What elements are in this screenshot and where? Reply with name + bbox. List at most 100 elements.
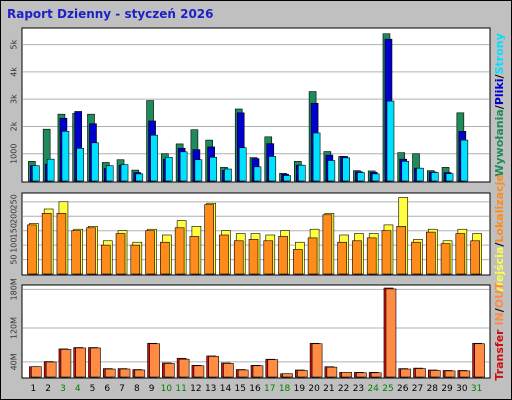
visits-tick-label: 50 xyxy=(10,254,19,264)
hits-tick-label: 4k xyxy=(10,67,19,77)
legend-part: / xyxy=(493,73,506,78)
day-label: 16 xyxy=(249,384,261,394)
visits-bar-lokalizacje xyxy=(233,240,244,275)
transfer-bar-out xyxy=(31,366,42,378)
visits-bar-lokalizacje xyxy=(396,226,407,275)
transfer-bar-out xyxy=(297,370,308,378)
hits-bar-strony xyxy=(209,156,217,182)
day-label: 7 xyxy=(119,384,125,394)
visits-bar-lokalizacje xyxy=(352,240,362,275)
visits-bar-lokalizacje xyxy=(470,240,480,275)
transfer-bar-out xyxy=(370,372,382,378)
visits-bar-lokalizacje xyxy=(130,244,141,275)
day-label: 9 xyxy=(149,384,155,394)
legend-part: Wejścia xyxy=(493,247,506,294)
transfer-bar-out xyxy=(223,363,234,378)
day-label: 24 xyxy=(367,384,379,394)
transfer-bar-out xyxy=(400,368,412,378)
transfer-bar-out xyxy=(119,368,131,378)
transfer-bar-out xyxy=(45,361,57,378)
visits-bar-lokalizacje xyxy=(425,231,436,275)
visits-bar-lokalizacje xyxy=(86,227,96,275)
transfer-bar-out xyxy=(474,343,485,378)
day-label: 10 xyxy=(161,384,173,394)
transfer-tick-label: 180M xyxy=(10,278,19,300)
transfer-bar-out xyxy=(193,365,205,378)
visits-tick-label: 200 xyxy=(10,209,19,224)
transfer-bar-out xyxy=(178,358,190,378)
visits-bar-lokalizacje xyxy=(41,213,52,275)
visits-tick-label: 250 xyxy=(10,194,19,209)
transfer-bar-out xyxy=(429,370,441,378)
day-label: 22 xyxy=(338,384,349,394)
hits-bar-strony xyxy=(105,165,114,182)
transfer-bar-out xyxy=(356,372,367,378)
hits-bar-strony xyxy=(165,156,173,182)
hits-tick-label: 1000 xyxy=(10,144,19,164)
visits-bar-lokalizacje xyxy=(322,214,333,275)
transfer-bar-out xyxy=(90,347,101,378)
visits-bar-lokalizacje xyxy=(307,237,318,275)
hits-bar-strony xyxy=(194,159,203,182)
transfer-bar-out xyxy=(385,288,397,378)
day-label: 1 xyxy=(31,384,37,394)
visits-bar-lokalizacje xyxy=(455,233,466,275)
visits-bar-lokalizacje xyxy=(115,233,126,275)
visits-bar-lokalizacje xyxy=(204,204,214,275)
visits-bar-lokalizacje xyxy=(381,230,392,275)
day-label: 2 xyxy=(45,384,51,394)
hits-bar-strony xyxy=(46,158,55,182)
hits-bar-strony xyxy=(61,131,70,182)
visits-bar-lokalizacje xyxy=(337,241,347,275)
visits-bar-lokalizacje xyxy=(160,241,170,275)
transfer-tick-label: 120M xyxy=(10,317,19,339)
day-label: 31 xyxy=(471,384,482,394)
hits-bar-strony xyxy=(268,156,277,182)
hits-bar-strony xyxy=(416,167,424,182)
hits-legend-label: Wywołania/Pliki/Strony xyxy=(493,33,506,177)
transfer-bar-out xyxy=(134,369,146,378)
day-label: 12 xyxy=(190,384,201,394)
hits-bar-strony xyxy=(179,151,188,182)
legend-part: Lokalizacje xyxy=(493,174,506,242)
hits-tick-label: 3k xyxy=(10,94,19,104)
day-label: 17 xyxy=(264,384,275,394)
hits-bar-strony xyxy=(327,160,336,182)
legend-part: IN xyxy=(493,312,506,329)
hits-bar-strony xyxy=(386,100,395,182)
hits-bar-strony xyxy=(371,173,380,182)
legend-part: OUT xyxy=(493,282,506,308)
transfer-bar-out xyxy=(267,359,279,378)
hits-bar-strony xyxy=(91,142,99,182)
hits-bar-strony xyxy=(445,173,454,182)
transfer-bar-out xyxy=(311,343,323,378)
day-label: 21 xyxy=(323,384,334,394)
transfer-bar-out xyxy=(444,370,456,378)
hits-bar-strony xyxy=(312,132,321,182)
hits-bar-strony xyxy=(283,175,291,182)
hits-bar-strony xyxy=(224,168,232,182)
transfer-bar-out xyxy=(237,369,249,378)
day-label: 5 xyxy=(90,384,96,394)
transfer-bar-out xyxy=(326,366,338,378)
hits-bar-strony xyxy=(401,161,410,182)
visits-tick-label: 100 xyxy=(10,237,19,252)
transfer-bar-out xyxy=(104,368,116,378)
hits-plot-area xyxy=(21,27,491,183)
transfer-bar-out xyxy=(75,347,87,378)
day-label: 30 xyxy=(456,384,468,394)
hits-bar-strony xyxy=(76,147,85,182)
legend-part: Strony xyxy=(493,33,506,74)
visits-bar-lokalizacje xyxy=(248,239,259,275)
legend-part: Pliki xyxy=(493,78,506,105)
transfer-bar-out xyxy=(60,349,72,378)
day-label: 26 xyxy=(397,384,409,394)
transfer-bar-out xyxy=(459,370,471,378)
legend-part: / xyxy=(493,242,506,247)
transfer-bar-out xyxy=(415,368,426,378)
transfer-bar-out xyxy=(282,373,293,378)
visits-bar-lokalizacje xyxy=(278,236,288,275)
visits-tick-label: 150 xyxy=(10,223,19,238)
